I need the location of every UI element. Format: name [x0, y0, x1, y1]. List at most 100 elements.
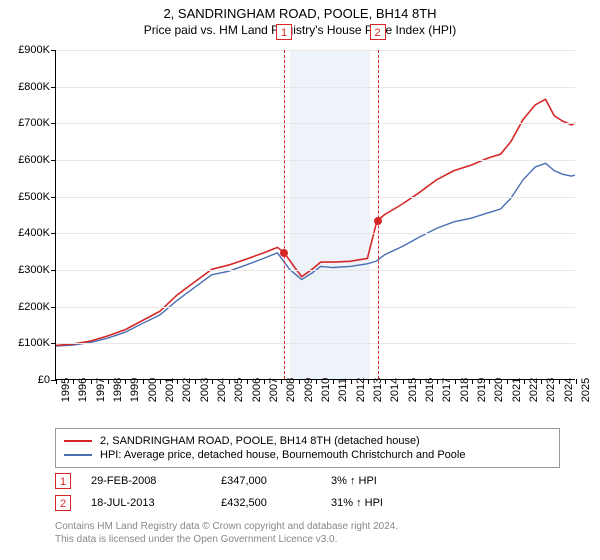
x-tick: [264, 379, 265, 384]
x-tick: [125, 379, 126, 384]
x-tick: [108, 379, 109, 384]
series-price_paid: [56, 99, 575, 345]
gridline-h: [56, 87, 575, 88]
x-axis-label: 2018: [459, 378, 471, 402]
y-axis-label: £300K: [5, 264, 50, 276]
title-main: 2, SANDRINGHAM ROAD, POOLE, BH14 8TH: [0, 6, 600, 21]
x-tick: [143, 379, 144, 384]
title-sub: Price paid vs. HM Land Registry's House …: [0, 23, 600, 37]
legend-swatch: [64, 454, 92, 456]
footer-attribution: Contains HM Land Registry data © Crown c…: [55, 520, 398, 546]
x-axis-label: 2012: [355, 378, 367, 402]
y-tick: [51, 343, 56, 344]
x-axis-label: 2024: [563, 378, 575, 402]
x-tick: [299, 379, 300, 384]
x-axis-label: 2020: [493, 378, 505, 402]
gridline-h: [56, 123, 575, 124]
transaction-date: 18-JUL-2013: [91, 497, 221, 509]
x-axis-label: 2017: [441, 378, 453, 402]
x-tick: [351, 379, 352, 384]
x-tick: [541, 379, 542, 384]
transaction-marker: 2: [55, 495, 71, 511]
x-tick: [559, 379, 560, 384]
marker-dot-1: [280, 249, 288, 257]
gridline-h: [56, 270, 575, 271]
x-tick: [489, 379, 490, 384]
marker-dot-2: [374, 217, 382, 225]
x-axis-label: 2000: [147, 378, 159, 402]
x-axis-label: 2011: [337, 378, 349, 402]
x-axis-label: 2010: [320, 378, 332, 402]
x-tick: [160, 379, 161, 384]
transaction-row: 2 18-JUL-2013£432,50031% ↑ HPI: [55, 492, 451, 514]
gridline-h: [56, 307, 575, 308]
x-tick: [403, 379, 404, 384]
y-tick: [51, 270, 56, 271]
x-axis-label: 2014: [389, 378, 401, 402]
x-axis-label: 2021: [511, 378, 523, 402]
transaction-row: 129-FEB-2008£347,0003% ↑ HPI: [55, 470, 451, 492]
series-hpi: [56, 163, 575, 346]
gridline-h: [56, 160, 575, 161]
x-axis-label: 2019: [476, 378, 488, 402]
x-axis-label: 1996: [77, 378, 89, 402]
x-tick: [455, 379, 456, 384]
x-tick: [177, 379, 178, 384]
x-axis-label: 2016: [424, 378, 436, 402]
x-axis-label: 2023: [545, 378, 557, 402]
titles: 2, SANDRINGHAM ROAD, POOLE, BH14 8TH Pri…: [0, 0, 600, 37]
y-tick: [51, 197, 56, 198]
transaction-price: £432,500: [221, 497, 331, 509]
x-axis-label: 1997: [95, 378, 107, 402]
x-tick: [368, 379, 369, 384]
gridline-h: [56, 50, 575, 51]
gridline-h: [56, 197, 575, 198]
transactions-table: 129-FEB-2008£347,0003% ↑ HPI218-JUL-2013…: [55, 470, 451, 514]
x-axis-label: 2025: [580, 378, 592, 402]
footer-line-2: This data is licensed under the Open Gov…: [55, 533, 398, 546]
y-tick: [51, 233, 56, 234]
x-tick: [333, 379, 334, 384]
marker-line-2: [378, 50, 379, 379]
y-tick: [51, 160, 56, 161]
transaction-pct: 3% ↑ HPI: [331, 475, 451, 487]
y-axis-label: £800K: [5, 81, 50, 93]
x-tick: [576, 379, 577, 384]
x-axis-label: 2013: [372, 378, 384, 402]
x-tick: [385, 379, 386, 384]
y-axis-label: £0: [5, 374, 50, 386]
x-axis-label: 2008: [285, 378, 297, 402]
x-axis-label: 2002: [181, 378, 193, 402]
x-axis-label: 1998: [112, 378, 124, 402]
x-axis-label: 2015: [407, 378, 419, 402]
transaction-marker: 1: [55, 473, 71, 489]
x-axis-label: 2007: [268, 378, 280, 402]
x-tick: [524, 379, 525, 384]
footer-line-1: Contains HM Land Registry data © Crown c…: [55, 520, 398, 533]
gridline-h: [56, 233, 575, 234]
marker-line-1: [284, 50, 285, 379]
y-axis-label: £700K: [5, 117, 50, 129]
x-axis-label: 2003: [199, 378, 211, 402]
x-axis-label: 2022: [528, 378, 540, 402]
y-axis-label: £200K: [5, 301, 50, 313]
x-axis-label: 2004: [216, 378, 228, 402]
transaction-pct: 31% ↑ HPI: [331, 497, 451, 509]
y-tick: [51, 87, 56, 88]
x-tick: [229, 379, 230, 384]
x-tick: [247, 379, 248, 384]
x-tick: [212, 379, 213, 384]
x-tick: [472, 379, 473, 384]
x-axis-label: 1995: [60, 378, 72, 402]
legend-label: HPI: Average price, detached house, Bour…: [100, 449, 465, 461]
x-tick: [91, 379, 92, 384]
x-axis-label: 2009: [303, 378, 315, 402]
marker-box-2: 2: [370, 24, 386, 40]
y-axis-label: £500K: [5, 191, 50, 203]
transaction-date: 29-FEB-2008: [91, 475, 221, 487]
legend-item: 2, SANDRINGHAM ROAD, POOLE, BH14 8TH (de…: [64, 434, 551, 448]
legend: 2, SANDRINGHAM ROAD, POOLE, BH14 8TH (de…: [55, 428, 560, 468]
y-axis-label: £600K: [5, 154, 50, 166]
x-axis-label: 1999: [129, 378, 141, 402]
x-axis-label: 2001: [164, 378, 176, 402]
